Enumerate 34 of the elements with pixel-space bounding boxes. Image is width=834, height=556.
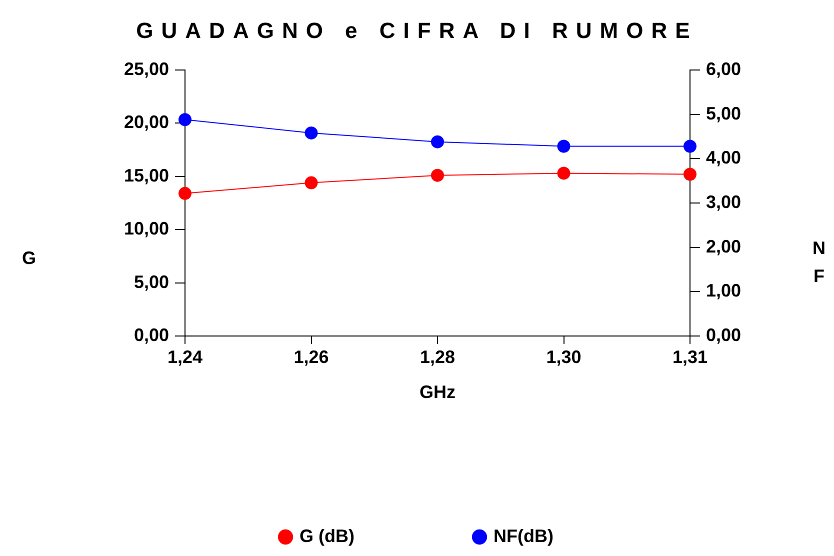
point <box>178 186 192 200</box>
y2-tick-label: 2,00 <box>706 236 742 256</box>
y2-tick-label: 3,00 <box>706 192 742 212</box>
point <box>431 135 444 148</box>
y2-tick-label: 4,00 <box>706 148 742 168</box>
point <box>557 140 570 153</box>
legend-label: NF(dB) <box>494 526 554 546</box>
y-tick-label: 5,00 <box>134 272 169 292</box>
x-tick-label: 1,24 <box>167 346 203 367</box>
point <box>304 126 318 140</box>
y-tick-label: 15,00 <box>124 165 169 186</box>
y-tick-label: 10,00 <box>124 218 169 239</box>
point <box>178 113 192 126</box>
x-tick-label: 1,30 <box>546 346 582 367</box>
x-tick-label: 1,26 <box>294 346 329 367</box>
y2-tick-label: 5,00 <box>706 103 742 124</box>
x-tick-label: 1,31 <box>672 346 708 367</box>
y-tick-label: 25,00 <box>124 58 169 79</box>
chart-title: GUADAGNO e CIFRA DI RUMORE <box>135 18 699 44</box>
x-tick-label: 1,28 <box>420 346 456 367</box>
y2-tick-label: 1,00 <box>706 280 742 301</box>
y2-tick-label: 0,00 <box>706 324 742 345</box>
y2-axis-title: NF <box>812 237 826 288</box>
x-axis-title: GHz <box>420 382 456 402</box>
point <box>431 168 444 182</box>
point <box>684 168 696 181</box>
point <box>304 176 318 190</box>
y-tick-label: 20,00 <box>124 112 169 132</box>
point <box>557 166 570 180</box>
y-axis-title: G <box>22 248 36 269</box>
y2-tick-label: 6,00 <box>706 58 742 79</box>
legend-label: G (dB) <box>300 526 355 546</box>
y-tick-label: 0,00 <box>134 324 169 345</box>
point <box>684 140 696 153</box>
